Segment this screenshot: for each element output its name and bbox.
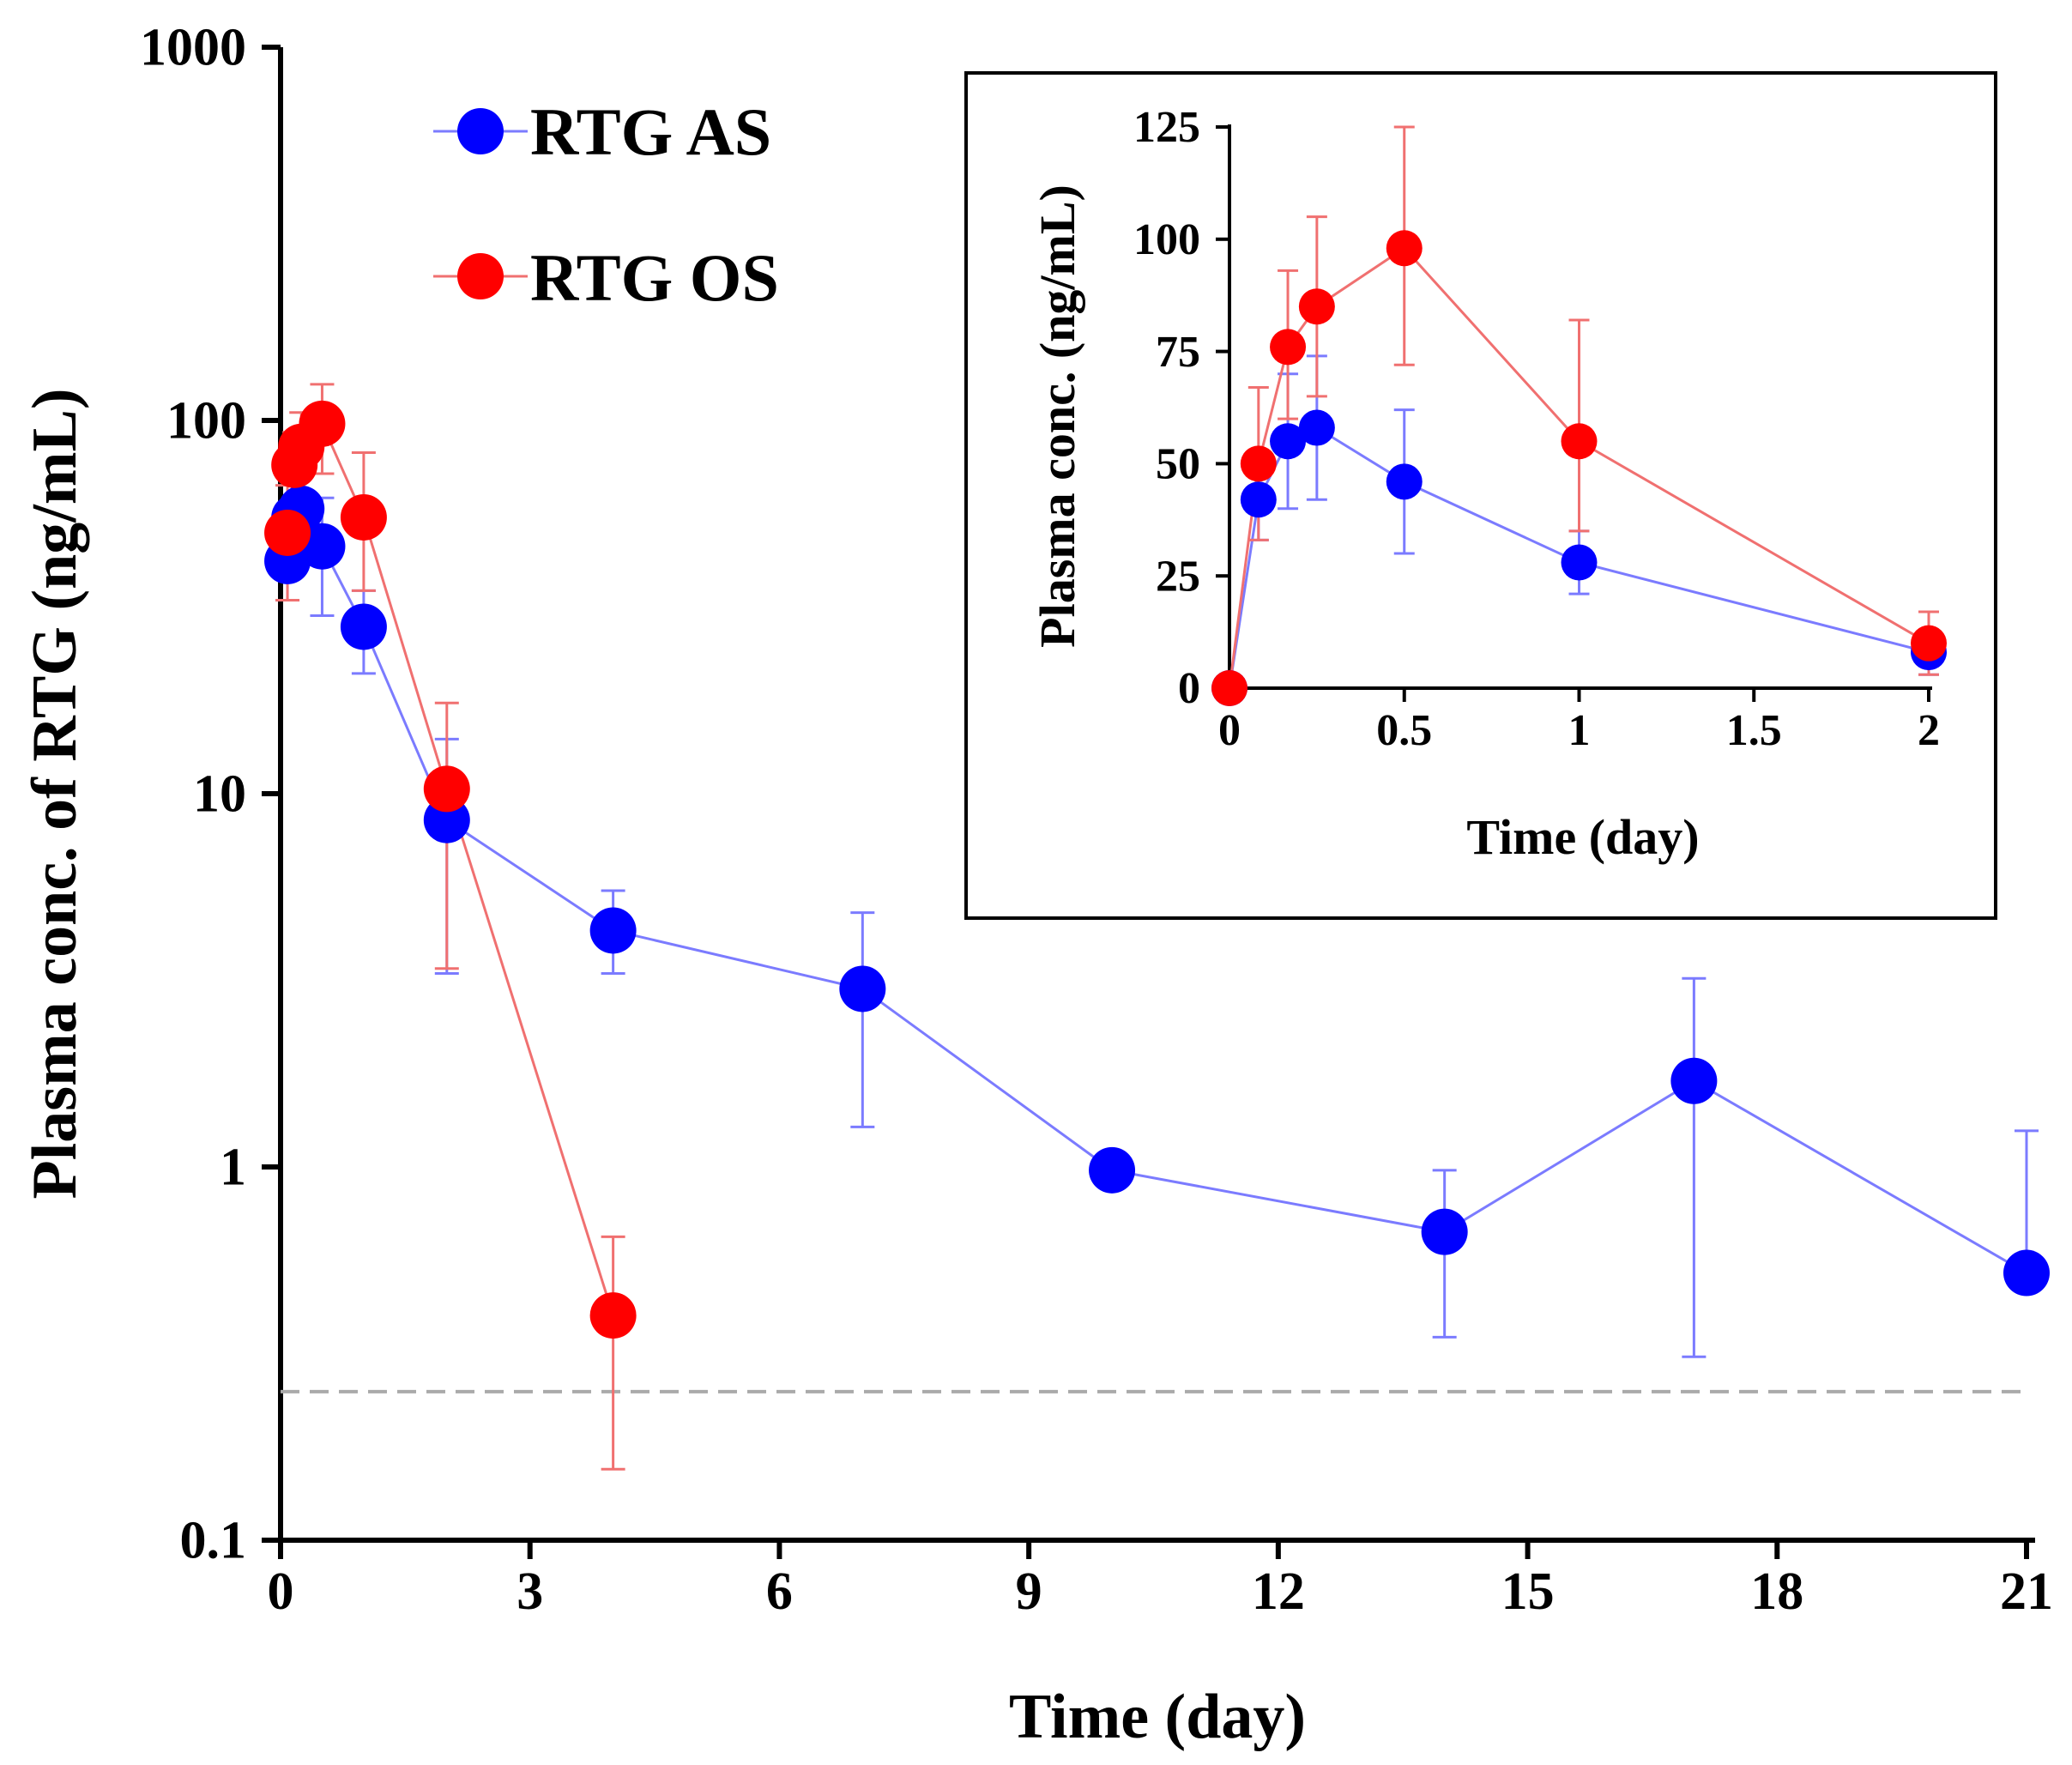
inset-x-tick-label: 1 [1568, 706, 1591, 755]
main-rtg-as-point [589, 907, 637, 954]
inset-rtg-as-point [1270, 423, 1307, 460]
main-y-tick-label: 1000 [140, 18, 246, 76]
inset-y-tick-label: 100 [1133, 215, 1200, 264]
main-y-axis-title: Plasma conc. of RTG (ng/mL) [20, 389, 90, 1200]
inset-y-tick-label: 0 [1178, 664, 1200, 713]
main-rtg-os-point [589, 1292, 637, 1339]
inset-rtg-os-point [1240, 445, 1277, 482]
legend: RTG AS RTG OS [433, 94, 779, 315]
inset-box [964, 71, 1997, 920]
inset-x-axis-title: Time (day) [1466, 809, 1699, 865]
main-rtg-as-point [340, 603, 387, 650]
inset-rtg-as-point [1386, 463, 1423, 500]
legend-as-label: RTG AS [530, 94, 771, 169]
inset-rtg-os-point [1298, 288, 1335, 325]
legend-os-label: RTG OS [530, 240, 779, 315]
main-rtg-as-point [299, 523, 346, 570]
main-x-tick-label: 6 [766, 1563, 793, 1621]
main-rtg-as-point [1089, 1146, 1136, 1194]
main-rtg-as-point [2003, 1249, 2050, 1297]
inset-x-tick-label: 1.5 [1726, 706, 1782, 755]
main-x-axis-title: Time (day) [1009, 1682, 1306, 1752]
inset-rtg-os-point [1270, 329, 1307, 366]
main-rtg-as-point [1421, 1208, 1468, 1255]
inset-rtg-os-point [1911, 625, 1947, 662]
main-x-tick-label: 9 [1016, 1563, 1042, 1621]
main-x-tick-label: 12 [1252, 1563, 1305, 1621]
legend-os-marker [457, 253, 504, 299]
inset-rtg-as-point [1240, 481, 1277, 518]
main-y-tick-label: 10 [193, 765, 246, 823]
main-y-tick-label: 0.1 [180, 1511, 247, 1569]
main-y-tick-label: 100 [166, 391, 246, 450]
main-rtg-as-point [839, 965, 886, 1012]
inset-x-tick-label: 2 [1918, 706, 1940, 755]
main-rtg-os-point [423, 765, 470, 813]
inset-y-tick-label: 125 [1133, 103, 1200, 152]
inset-rtg-os-point [1211, 670, 1247, 706]
inset-rtg-os-point [1561, 423, 1598, 460]
inset-y-axis-title: Plasma conc. (ng/mL) [1030, 184, 1085, 648]
main-x-tick-label: 3 [516, 1563, 543, 1621]
main-y-tick-label: 1 [220, 1138, 246, 1196]
main-rtg-os-point [340, 493, 387, 541]
main-rtg-as-point [1670, 1057, 1718, 1104]
inset-y-tick-label: 75 [1156, 328, 1200, 377]
main-x-tick-label: 15 [1501, 1563, 1555, 1621]
main-rtg-os-point [299, 400, 346, 447]
main-rtg-os-point [264, 509, 311, 556]
legend-as-marker [457, 108, 504, 154]
inset-y-tick-label: 25 [1156, 552, 1200, 601]
inset-rtg-os-point [1386, 230, 1423, 267]
inset-x-tick-label: 0.5 [1376, 706, 1432, 755]
inset-rtg-as-point [1561, 544, 1598, 581]
inset-y-tick-label: 50 [1156, 440, 1200, 489]
inset-rtg-as-point [1298, 409, 1335, 446]
main-x-tick-label: 0 [268, 1563, 294, 1621]
main-x-tick-label: 21 [2000, 1563, 2053, 1621]
inset-x-tick-label: 0 [1218, 706, 1241, 755]
main-x-tick-label: 18 [1750, 1563, 1803, 1621]
